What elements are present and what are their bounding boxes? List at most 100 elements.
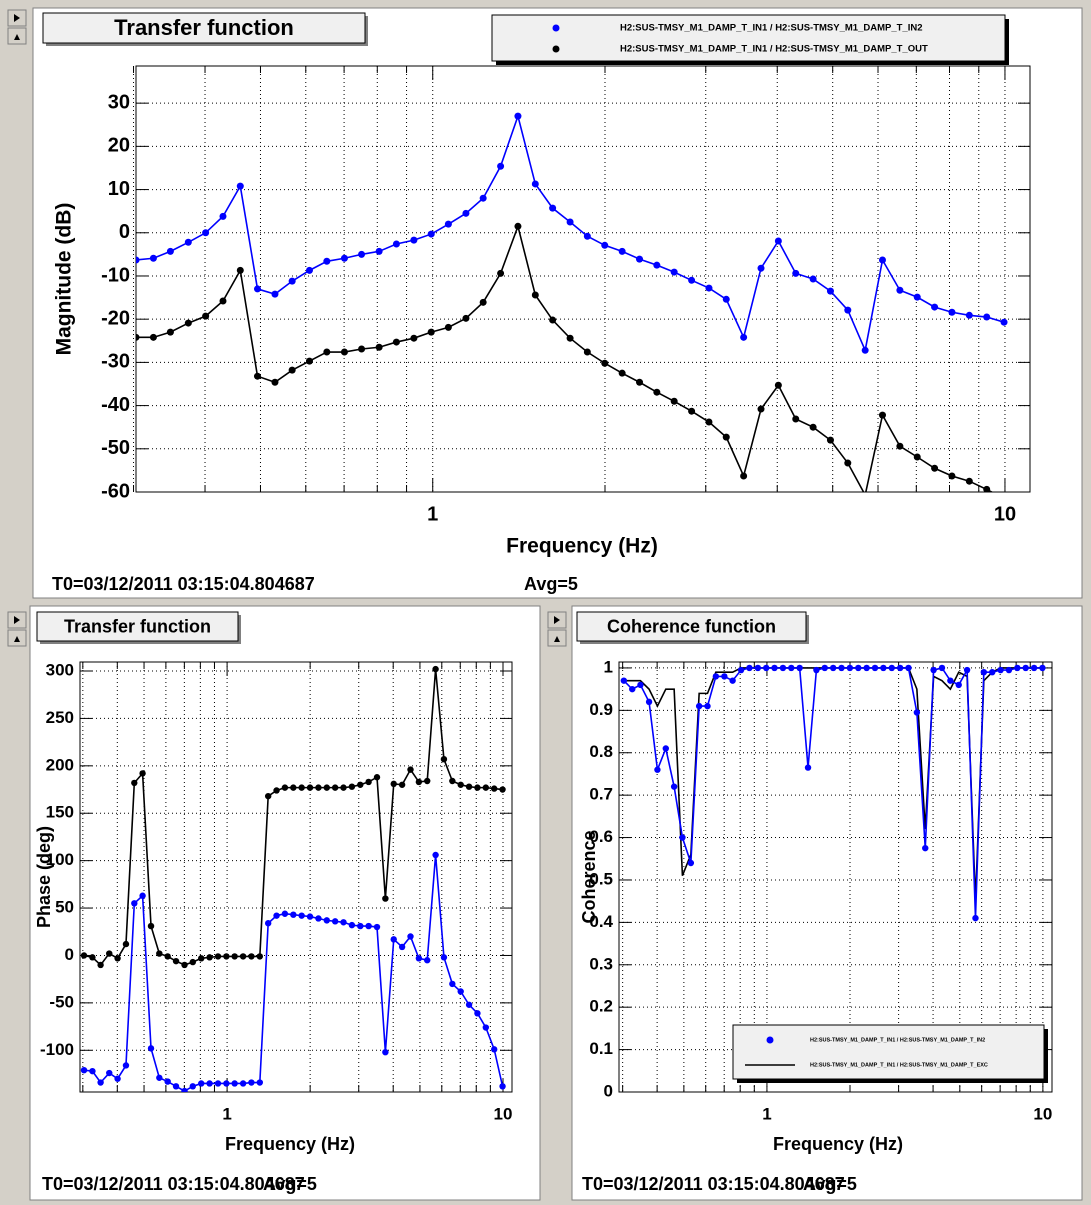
data-point (206, 954, 213, 961)
data-point (863, 664, 870, 672)
data-point (97, 1079, 104, 1086)
data-point (440, 755, 448, 763)
data-point (653, 261, 661, 269)
data-point (184, 238, 192, 246)
grid (133, 66, 1030, 493)
data-point (147, 922, 155, 930)
annotation: Avg=5 (524, 574, 578, 594)
data-point (497, 162, 505, 170)
data-point (514, 222, 522, 230)
data-point (114, 1075, 121, 1082)
y-tick-label: -50 (49, 992, 74, 1011)
data-point (583, 232, 591, 240)
data-point (679, 834, 686, 841)
data-point (721, 673, 728, 680)
data-point (139, 770, 146, 777)
data-point (271, 378, 279, 386)
data-point (106, 950, 113, 957)
data-point (264, 792, 272, 800)
data-point (236, 182, 244, 190)
data-point (253, 285, 261, 293)
data-point (432, 851, 439, 859)
data-point (740, 333, 748, 341)
legend-marker (552, 24, 560, 32)
data-point (462, 209, 470, 217)
y-tick-label: 10 (108, 178, 130, 200)
y-tick-label: 0.5 (589, 869, 613, 888)
data-point (214, 1080, 222, 1087)
title-box (42, 12, 366, 44)
data-point (722, 433, 730, 441)
data-point (948, 308, 956, 316)
data-point (198, 1080, 205, 1087)
y-tick-label: 0.4 (589, 912, 613, 931)
data-point (549, 316, 557, 324)
data-point (774, 237, 782, 245)
data-point (905, 664, 912, 672)
data-point (880, 664, 887, 672)
data-point (122, 1062, 130, 1069)
data-point (315, 784, 322, 791)
data-point (106, 1069, 113, 1077)
annotation: T0=03/12/2011 03:15:04.804687 (582, 1174, 845, 1194)
data-point (618, 369, 626, 377)
grid (619, 662, 1052, 1093)
annotation: Avg=5 (803, 1174, 857, 1194)
x-tick-label: 10 (1033, 1104, 1052, 1123)
y-tick-label: 0 (65, 945, 74, 964)
data-point (482, 784, 490, 791)
data-point (1030, 664, 1038, 672)
data-point (340, 254, 348, 262)
data-point (788, 664, 795, 672)
data-point (871, 664, 879, 672)
data-point (298, 784, 305, 791)
data-point (348, 921, 356, 929)
y-tick-label: 0.2 (589, 997, 613, 1016)
data-point (796, 664, 803, 672)
data-point (449, 777, 456, 785)
data-point (688, 407, 696, 415)
plot-area (80, 665, 506, 1092)
data-point (256, 953, 264, 960)
data-point (373, 923, 381, 931)
data-point (198, 955, 205, 962)
data-point (449, 980, 456, 988)
y-tick-label: 100 (46, 850, 74, 869)
data-point (712, 673, 720, 680)
y-tick-label: -100 (40, 1040, 74, 1059)
y-tick-label: 200 (46, 755, 74, 774)
chart-title: Coherence function (607, 616, 776, 636)
data-point (499, 1083, 506, 1090)
data-point (306, 784, 314, 791)
data-point (687, 859, 695, 867)
data-point (407, 933, 414, 940)
data-point (931, 303, 939, 311)
data-point (965, 311, 973, 319)
data-point (382, 1048, 389, 1056)
data-point (415, 778, 423, 786)
y-axis-title: Coherence (579, 830, 599, 923)
data-point (365, 778, 372, 786)
data-point (499, 786, 506, 793)
data-point (189, 958, 196, 966)
data-point (705, 284, 713, 292)
data-point (432, 665, 439, 673)
data-point (746, 664, 753, 672)
data-point (662, 745, 669, 752)
data-point (704, 702, 711, 710)
data-point (980, 668, 988, 676)
y-tick-label: 0.1 (589, 1039, 613, 1058)
data-point (1022, 664, 1029, 672)
data-point (80, 1066, 88, 1074)
y-tick-label: -40 (101, 394, 130, 416)
data-point (566, 334, 574, 342)
data-point (271, 290, 279, 298)
data-point (323, 917, 330, 924)
y-tick-label: -30 (101, 351, 130, 373)
data-point (444, 220, 452, 228)
data-point (231, 953, 238, 960)
data-point (398, 781, 406, 788)
scroll-buttons (7, 9, 567, 647)
data-point (566, 218, 574, 226)
data-point (740, 472, 748, 480)
